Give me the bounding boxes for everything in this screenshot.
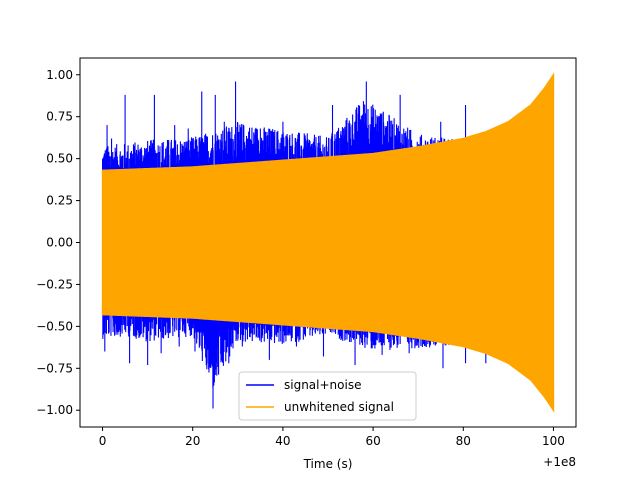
x-axis-ticks: 0 20 40 60 80 100 [99,427,565,448]
y-axis-ticks: −1.00 −0.75 −0.50 −0.25 0.00 0.25 0.50 0.75 1.00 [36,68,80,417]
series-unwhitened-signal-line [101,72,555,413]
x-tick-label: 20 [185,434,200,448]
y-tick-label: 0.50 [46,152,73,166]
y-tick-label: −0.75 [36,361,73,375]
x-tick-label: 100 [542,434,565,448]
y-tick-label: 0.25 [46,194,73,208]
y-tick-label: −1.00 [36,403,73,417]
legend-label-signal-noise: signal+noise [284,378,361,392]
x-tick-label: 60 [365,434,380,448]
x-axis-label: Time (s) [303,457,353,471]
y-tick-label: −0.25 [36,277,73,291]
x-tick-label: 40 [275,434,290,448]
y-tick-label: 0.00 [46,236,73,250]
plot-area [79,57,577,428]
y-tick-label: 1.00 [46,68,73,82]
series-layer [101,72,555,413]
y-tick-label: 0.75 [46,110,73,124]
legend: signal+noise unwhitened signal [238,371,417,421]
legend-label-unwhitened-signal: unwhitened signal [284,400,394,414]
y-tick-label: −0.50 [36,319,73,333]
legend-frame [238,371,417,421]
x-tick-label: 0 [99,434,107,448]
x-tick-label: 80 [456,434,471,448]
x-axis-offset-label: +1e8 [543,455,576,469]
